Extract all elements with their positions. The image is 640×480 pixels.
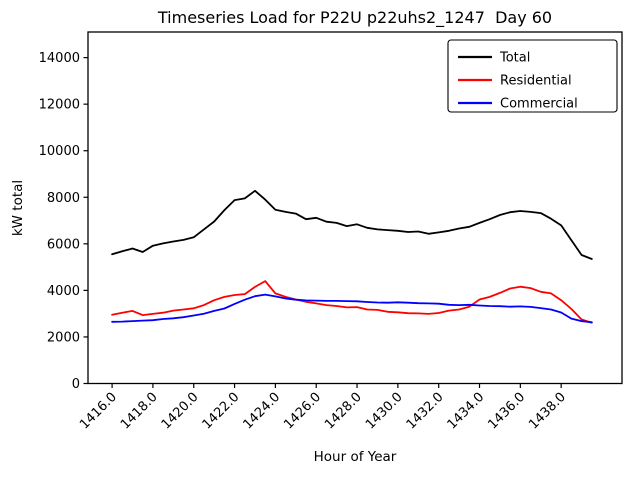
x-tick-label: 1418.0 bbox=[118, 390, 161, 433]
x-tick-label: 1434.0 bbox=[445, 390, 488, 433]
x-tick-label: 1432.0 bbox=[404, 390, 447, 433]
y-tick-label: 2000 bbox=[47, 330, 80, 345]
y-tick-label: 10000 bbox=[39, 144, 80, 159]
x-tick-label: 1422.0 bbox=[200, 390, 243, 433]
chart-title: Timeseries Load for P22U p22uhs2_1247 Da… bbox=[157, 8, 553, 27]
y-tick-label: 12000 bbox=[39, 98, 80, 113]
legend-label-commercial: Commercial bbox=[500, 97, 578, 112]
y-tick-label: 4000 bbox=[47, 284, 80, 299]
x-tick-label: 1420.0 bbox=[159, 390, 202, 433]
x-tick-label: 1438.0 bbox=[526, 390, 569, 433]
legend-label-residential: Residential bbox=[500, 74, 572, 89]
x-tick-label: 1428.0 bbox=[322, 390, 365, 433]
x-tick-label: 1436.0 bbox=[485, 390, 528, 433]
y-tick-label: 14000 bbox=[39, 51, 80, 66]
plot-border bbox=[87, 31, 623, 385]
x-tick-label: 1430.0 bbox=[363, 390, 406, 433]
y-tick-label: 0 bbox=[72, 377, 80, 392]
y-tick-label: 6000 bbox=[47, 237, 80, 252]
x-tick-label: 1424.0 bbox=[240, 390, 283, 433]
series-line-residential bbox=[111, 280, 593, 324]
y-tick-label: 8000 bbox=[47, 191, 80, 206]
x-tick-label: 1426.0 bbox=[281, 390, 324, 433]
series-line-commercial bbox=[111, 293, 593, 324]
x-axis-label: Hour of Year bbox=[313, 449, 397, 465]
legend-label-total: Total bbox=[499, 51, 530, 66]
x-tick-label: 1416.0 bbox=[77, 390, 120, 433]
series-line-total bbox=[111, 189, 593, 260]
